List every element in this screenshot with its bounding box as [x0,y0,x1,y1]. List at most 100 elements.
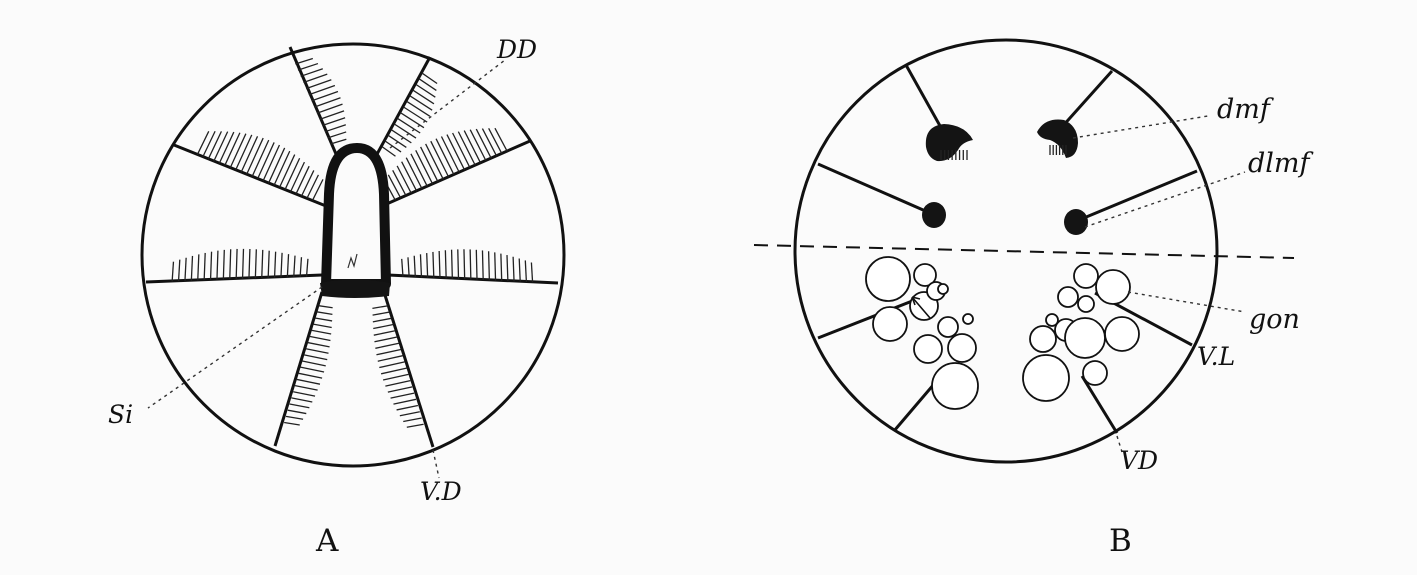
hatch-dorsal-left [314,97,341,108]
hatch-dorsal-right [397,117,421,134]
hatch-ventral-left [303,354,328,361]
label-dlmf: dlmf [1248,148,1314,179]
hatch-ventral-right [377,355,403,362]
hatch-upper-left [278,154,296,188]
hatch-dorsal-right [418,78,437,91]
hatch-dorsal-right [403,106,428,123]
hatch-upper-right [452,132,471,168]
hatch-lower-left [293,255,296,277]
hatch-upper-left [229,133,247,169]
hatch-ventral-right [403,417,422,423]
septum-upper-right [1078,169,1198,222]
hatch-upper-right [440,136,460,173]
dorsolateral-muscle-left [922,202,946,228]
dorsal-muscle-left [925,124,973,162]
hatch-upper-right [415,149,434,185]
gonad-circle [1057,286,1079,308]
hatch-lower-left [190,255,194,281]
hatch-ventral-right [373,330,396,336]
hatch-upper-right [401,161,418,192]
hatch-lower-left [171,261,175,282]
hatch-lower-left [254,249,257,279]
hatch-ventral-left [318,305,333,309]
leader-dd [389,59,506,149]
panel-a-septa [145,46,559,448]
septum-ventral-left [273,291,324,447]
hatch-lower-left [299,257,303,277]
hatch-lower-left [229,249,232,280]
hatch-lower-left [305,258,309,277]
hatch-upper-left [196,131,210,156]
hatch-ventral-left [289,403,310,409]
hatch-upper-right [469,129,487,161]
hatch-upper-right [463,130,482,164]
hatch-lower-left [273,251,277,278]
panel-a-body-wall [140,42,566,468]
hatch-upper-left [300,170,315,197]
gonad-circle [1082,360,1108,386]
hatch-lower-right [450,249,453,279]
hatch-ventral-right [382,373,409,381]
hatch-upper-left [257,142,275,179]
hatch-upper-right [405,157,423,189]
hatch-ventral-left [285,415,304,420]
gonad-circle [913,334,943,364]
panel-b-body-wall [793,38,1219,464]
panel-caption-a: A [315,523,339,559]
hatch-ventral-right [393,398,417,405]
hatch-ventral-right [376,348,402,356]
hatch-lower-left [222,249,225,280]
leader-si [147,286,323,409]
panel-caption-b: B [1109,523,1132,559]
hatch-dorsal-left [303,73,328,84]
hatch-lower-right [512,256,515,282]
hatch-ventral-left [298,372,323,379]
hatch-dorsal-right [390,129,412,144]
hatch-upper-right [475,128,492,159]
hatch-lower-left [203,252,206,281]
hatch-lower-right [494,252,497,281]
hatch-ventral-left [287,409,307,415]
hatch-lower-right [500,253,503,281]
hatch-upper-right [396,165,412,194]
gonad-circle [1064,317,1106,359]
hatch-dorsal-left [330,138,347,145]
gonad-circle [1029,325,1057,353]
hatch-ventral-right [375,342,400,349]
hatch-lower-right [524,260,528,282]
gonad-circle [1077,295,1095,313]
hatch-dorsal-left [305,79,332,90]
hatch-upper-right [387,174,402,199]
panel-b-septa [817,64,1198,434]
hatch-lower-left [235,248,238,280]
hatch-upper-left [240,136,259,173]
hatch-lower-left [184,257,187,281]
hatch-dorsal-right [415,83,436,98]
hatch-upper-left [207,131,223,160]
hatch-lower-left [177,259,181,282]
gonad-circle [931,362,979,410]
hatch-dorsal-left [324,124,347,133]
hatch-upper-left [262,144,281,182]
gonad-circle [1045,313,1059,327]
hatch-lower-right [419,254,423,278]
hatch-ventral-left [307,341,330,348]
hatch-upper-right [488,128,503,154]
hatch-upper-left [218,131,235,164]
hatch-ventral-right [372,317,392,323]
gonad-arrow-mark [911,296,931,319]
hatch-lower-left [280,252,283,278]
hatch-ventral-right [380,367,407,375]
intestine-base [320,279,390,298]
hatch-ventral-left [305,348,329,354]
gonad-circle [1104,316,1140,352]
hatch-lower-right [518,258,521,282]
leader-gon [1127,291,1246,313]
hatch-ventral-right [379,361,405,369]
dorsal-muscle-right [1037,119,1078,158]
hatch-upper-left [295,165,310,195]
gonad-circle [913,263,937,287]
label-dd: DD [496,35,537,64]
hatch-lower-right [457,249,460,279]
leader-dmf [1072,115,1209,139]
